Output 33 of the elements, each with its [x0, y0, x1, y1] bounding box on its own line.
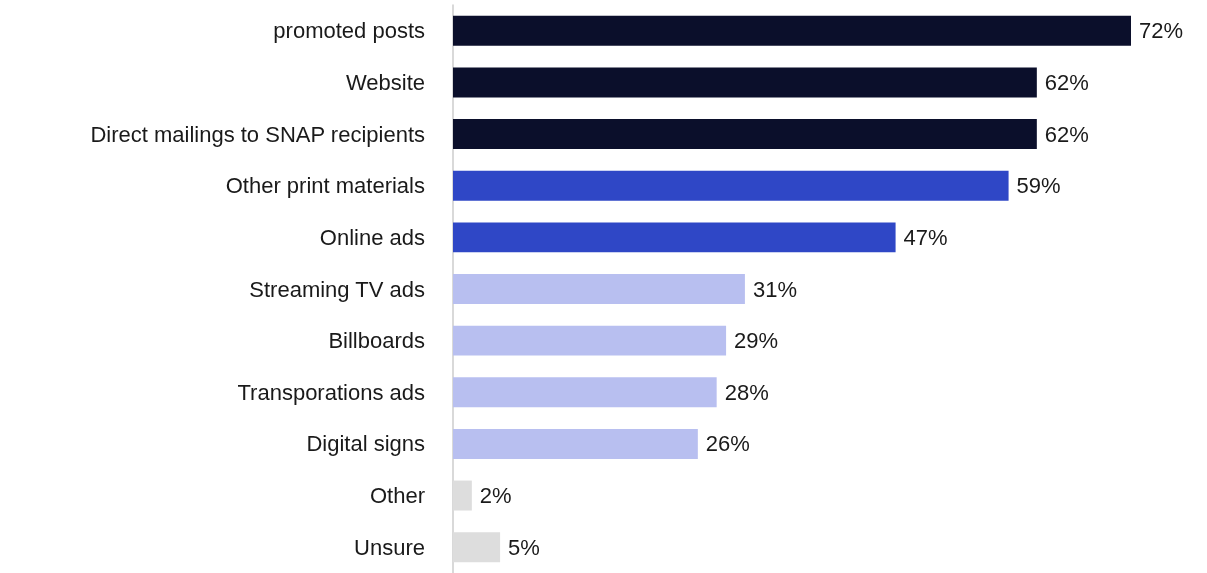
- bar: [453, 119, 1037, 150]
- y-tick-label: Billboards: [328, 328, 425, 354]
- data-label: 59%: [1016, 173, 1061, 199]
- data-label: 62%: [1044, 121, 1089, 147]
- data-label: 26%: [705, 431, 750, 457]
- bar: [453, 274, 745, 304]
- data-label: 31%: [752, 276, 797, 302]
- data-label: 28%: [724, 379, 769, 405]
- y-tick-label: Transporations ads: [237, 379, 425, 405]
- y-tick-label: Website: [345, 69, 425, 95]
- bar: [453, 480, 472, 511]
- bar: [453, 222, 896, 253]
- data-label: 2%: [479, 483, 512, 509]
- data-label: 5%: [508, 534, 540, 560]
- y-tick-label: Unsure: [354, 534, 425, 560]
- y-tick-label: Other: [369, 483, 425, 509]
- bar: [453, 170, 1009, 201]
- bar: [453, 325, 727, 356]
- data-label: 47%: [903, 224, 948, 250]
- data-label: 72%: [1139, 18, 1184, 44]
- bar: [453, 15, 1131, 46]
- bar: [453, 377, 717, 408]
- data-label: 29%: [734, 328, 779, 354]
- bar: [453, 67, 1037, 98]
- y-tick-label: Streaming TV ads: [249, 276, 425, 302]
- y-tick-label: promoted posts: [273, 18, 425, 44]
- y-tick-label: Digital signs: [306, 431, 425, 457]
- bar: [453, 428, 698, 459]
- data-label: 62%: [1044, 69, 1089, 95]
- y-tick-label: Direct mailings to SNAP recipients: [90, 121, 425, 147]
- y-tick-label: Other print materials: [225, 173, 425, 199]
- bar: [453, 532, 501, 563]
- y-tick-label: Online ads: [319, 224, 425, 250]
